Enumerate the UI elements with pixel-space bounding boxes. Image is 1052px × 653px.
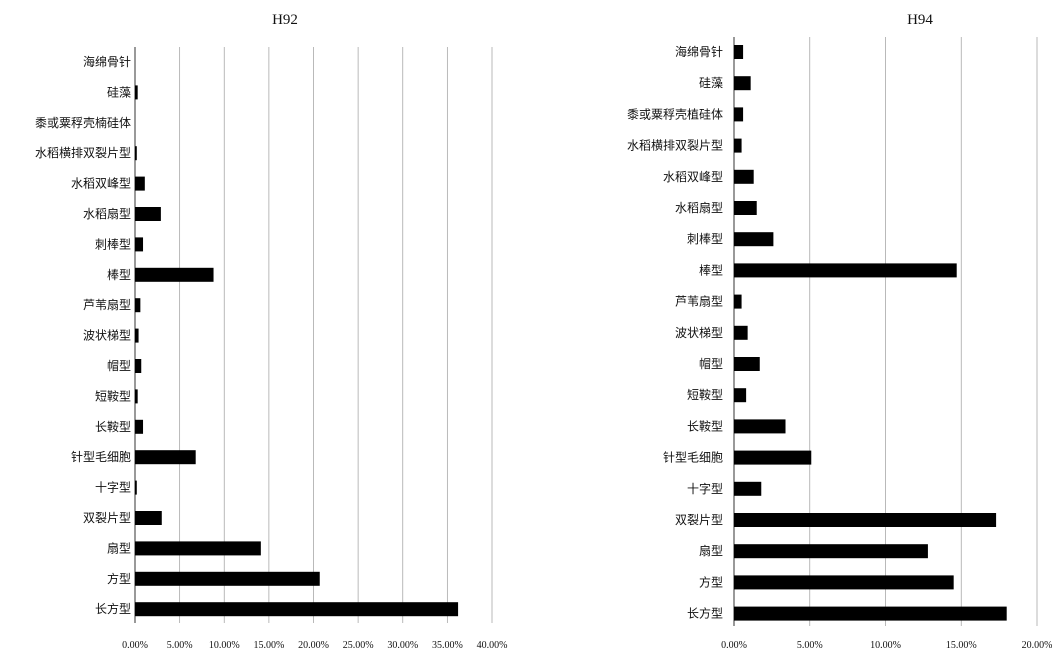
bar (734, 544, 928, 559)
bar (734, 419, 786, 434)
bar (135, 450, 196, 465)
category-label: 长鞍型 (95, 419, 131, 434)
x-tick-label: 20.00% (1022, 640, 1052, 651)
bar (135, 237, 144, 252)
category-label: 方型 (107, 571, 131, 586)
category-label: 十字型 (95, 480, 131, 495)
category-label: 芦苇扇型 (83, 297, 131, 312)
bar (734, 294, 742, 309)
chart-panel-h92: H92 海绵骨针硅藻黍或粟稃壳楠硅体水稻横排双裂片型水稻双峰型水稻扇型刺棒型棒型芦… (35, 12, 507, 651)
bar (734, 575, 954, 590)
bar (734, 606, 1007, 621)
bar (734, 107, 744, 122)
category-label: 硅藻 (699, 76, 723, 90)
bar (135, 328, 139, 343)
bar (734, 450, 812, 465)
bar (135, 571, 320, 586)
bar (135, 207, 161, 221)
category-label: 帽型 (107, 358, 131, 373)
bar (734, 138, 742, 153)
category-label: 黍或粟稃壳植硅体 (627, 106, 723, 121)
category-label: 水稻双峰型 (71, 177, 131, 191)
category-label: 双裂片型 (675, 513, 723, 527)
x-tick-label: 0.00% (122, 640, 148, 651)
category-label: 刺棒型 (687, 232, 723, 246)
bar (734, 481, 762, 496)
x-tick-label: 5.00% (797, 640, 823, 651)
category-label: 黍或粟稃壳楠硅体 (35, 115, 131, 130)
bar (734, 357, 760, 371)
category-label: 方型 (699, 574, 723, 589)
category-label: 水稻扇型 (83, 206, 131, 221)
bar (135, 602, 459, 617)
bar (135, 267, 214, 282)
bar (734, 513, 997, 527)
x-tick-label: 40.00% (477, 640, 508, 651)
category-label: 芦苇扇型 (675, 294, 723, 309)
category-label: 长方型 (687, 606, 723, 621)
category-label: 十字型 (687, 481, 723, 496)
bar (135, 419, 144, 434)
category-label: 水稻扇型 (675, 200, 723, 215)
bar (734, 263, 957, 278)
category-label: 波状梯型 (83, 329, 131, 343)
category-label: 扇型 (699, 543, 723, 558)
category-label: 棒型 (107, 268, 131, 282)
category-label: 水稻横排双裂片型 (35, 146, 131, 160)
bar (135, 511, 162, 525)
category-label: 帽型 (699, 356, 723, 371)
category-label: 长鞍型 (687, 418, 723, 433)
bar (734, 325, 748, 340)
category-label: 双裂片型 (83, 511, 131, 525)
category-label: 针型毛细胞 (71, 449, 131, 464)
x-tick-label: 10.00% (870, 640, 901, 651)
category-label: 刺棒型 (95, 237, 131, 251)
category-label: 硅藻 (107, 85, 131, 99)
category-label: 针型毛细胞 (663, 450, 723, 465)
x-tick-label: 15.00% (946, 640, 977, 651)
chart-title: H92 (272, 12, 298, 28)
bar (734, 45, 744, 59)
x-tick-label: 10.00% (209, 640, 240, 651)
bar (734, 169, 754, 184)
bar (135, 541, 261, 556)
bar (135, 298, 141, 313)
chart-title: H94 (907, 12, 933, 28)
x-tick-label: 25.00% (343, 640, 374, 651)
chart-panel-h94: H94 海绵骨针硅藻黍或粟稃壳植硅体水稻横排双裂片型水稻双峰型水稻扇型刺棒型棒型芦… (627, 12, 1052, 651)
bar (135, 480, 137, 495)
x-tick-label: 35.00% (432, 640, 463, 651)
x-tick-label: 5.00% (167, 640, 193, 651)
x-tick-label: 0.00% (721, 640, 747, 651)
bar (734, 232, 774, 247)
category-label: 长方型 (95, 601, 131, 616)
bar (135, 85, 138, 100)
x-tick-label: 30.00% (387, 640, 418, 651)
category-label: 海绵骨针 (83, 54, 131, 69)
bar (135, 146, 137, 161)
category-label: 波状梯型 (675, 326, 723, 340)
category-label: 短鞍型 (95, 388, 131, 403)
bar (734, 388, 747, 403)
category-label: 水稻横排双裂片型 (627, 139, 723, 153)
bar (734, 76, 751, 91)
category-label: 海绵骨针 (675, 44, 723, 59)
category-label: 棒型 (699, 263, 723, 277)
category-label: 扇型 (107, 540, 131, 555)
bar (734, 201, 757, 215)
bar (135, 359, 142, 373)
x-tick-label: 15.00% (253, 640, 284, 651)
category-label: 水稻双峰型 (663, 170, 723, 184)
category-label: 短鞍型 (687, 387, 723, 402)
x-tick-label: 20.00% (298, 640, 329, 651)
bar (135, 176, 145, 191)
bar (135, 389, 138, 404)
